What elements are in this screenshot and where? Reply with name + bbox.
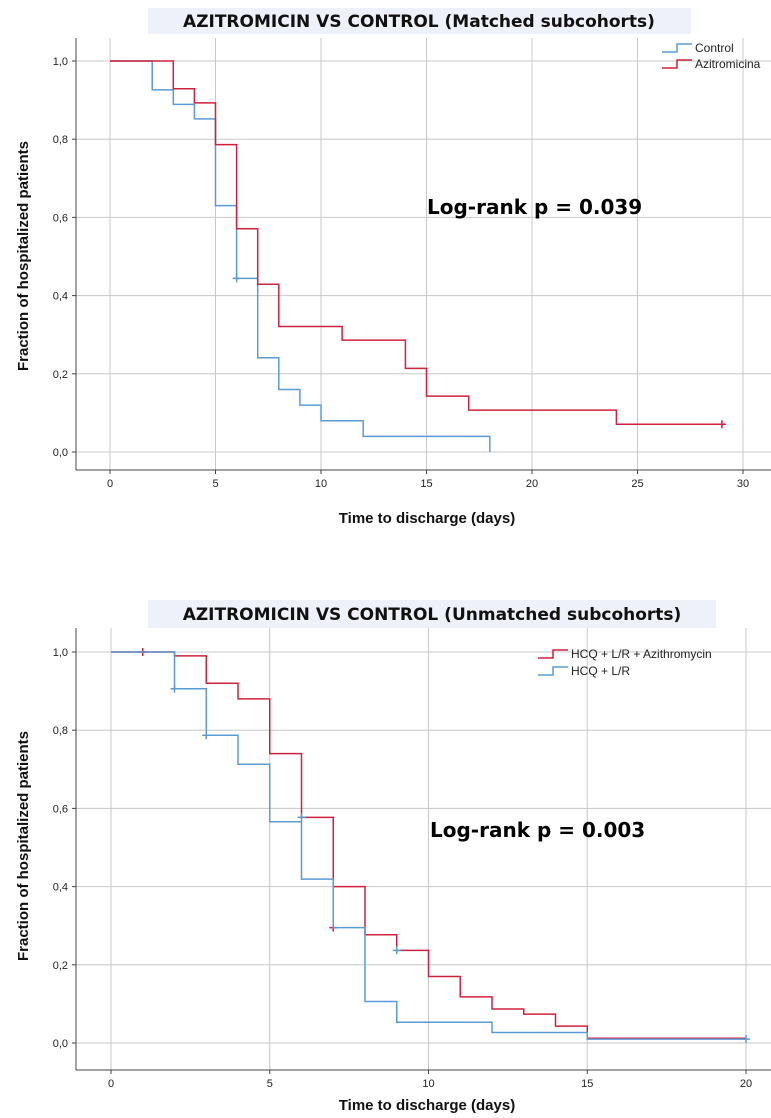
log-rank-annotation: Log-rank p = 0.039 bbox=[427, 195, 642, 219]
tick-labels: 0 5 10 15 20 0,0 0,2 0,4 0,6 0,8 1,0 bbox=[53, 647, 752, 1090]
x-tick-label: 0 bbox=[108, 1078, 114, 1090]
y-tick-label: 0,4 bbox=[53, 882, 68, 894]
chart-panel-matched: AZITROMICIN VS CONTROL (Matched subcohor… bbox=[15, 8, 771, 527]
legend-swatch-azitromicina bbox=[662, 59, 692, 69]
series-line-hcq-l-r-azithromycin bbox=[111, 651, 746, 1040]
chart-title: AZITROMICIN VS CONTROL (Unmatched subcoh… bbox=[183, 605, 682, 625]
legend-label-azithromycin: HCQ + L/R + Azithromycin bbox=[571, 647, 712, 661]
censor-mark-azitromicina bbox=[717, 420, 726, 429]
legend-label-control: Control bbox=[695, 41, 734, 55]
series-line-azitromicina bbox=[110, 60, 722, 425]
censor-mark-hcq-l-r bbox=[392, 946, 401, 955]
legend-swatch-control bbox=[662, 43, 692, 53]
chart-title-background bbox=[148, 8, 691, 34]
x-tick-label: 10 bbox=[315, 478, 327, 490]
series-line-hcq-l-r bbox=[111, 651, 746, 1040]
chart-title-background bbox=[148, 600, 716, 628]
x-tick-label: 0 bbox=[107, 478, 113, 490]
censor-mark-hcq-l-r bbox=[742, 1035, 750, 1044]
censor-mark-control bbox=[232, 274, 241, 283]
x-tick-label: 15 bbox=[420, 478, 432, 490]
chart-title: AZITROMICIN VS CONTROL (Matched subcohor… bbox=[183, 12, 655, 32]
legend: Control Azitromicina bbox=[662, 41, 761, 71]
y-axis-label: Fraction of hospitalized patients bbox=[15, 141, 32, 371]
censor-mark-hcq-l-r bbox=[202, 731, 211, 740]
x-tick-label: 30 bbox=[737, 478, 749, 490]
x-tick-label: 20 bbox=[526, 478, 538, 490]
y-tick-label: 1,0 bbox=[53, 56, 68, 68]
y-tick-label: 0,2 bbox=[53, 960, 68, 972]
y-tick-label: 0,4 bbox=[53, 291, 68, 303]
y-tick-label: 0,8 bbox=[53, 134, 68, 146]
legend-swatch-hcq-lr bbox=[538, 666, 568, 676]
y-tick-label: 1,0 bbox=[53, 647, 68, 659]
legend-label-azitromicina: Azitromicina bbox=[695, 57, 761, 71]
x-axis-label: Time to discharge (days) bbox=[339, 1097, 515, 1114]
x-tick-label: 5 bbox=[267, 1078, 273, 1090]
chart-panel-unmatched: AZITROMICIN VS CONTROL (Unmatched subcoh… bbox=[15, 600, 771, 1114]
y-tick-label: 0,2 bbox=[53, 369, 68, 381]
x-tick-label: 15 bbox=[581, 1078, 593, 1090]
x-axis-label: Time to discharge (days) bbox=[339, 510, 515, 527]
censor-mark-hcq-l-r bbox=[170, 684, 179, 693]
legend: HCQ + L/R + Azithromycin HCQ + L/R bbox=[538, 647, 712, 678]
plot-grid bbox=[76, 628, 771, 1070]
tick-labels: 0 5 10 15 20 25 30 0,0 0,2 0,4 0,6 0,8 1,0 bbox=[53, 56, 749, 490]
series-line-control bbox=[110, 60, 491, 452]
y-tick-label: 0,0 bbox=[53, 447, 68, 459]
log-rank-annotation: Log-rank p = 0.003 bbox=[430, 818, 645, 842]
legend-swatch-azithromycin bbox=[538, 649, 568, 659]
plot-grid bbox=[76, 38, 771, 470]
x-tick-label: 5 bbox=[212, 478, 218, 490]
y-axis-label: Fraction of hospitalized patients bbox=[15, 731, 32, 961]
x-tick-label: 10 bbox=[422, 1078, 434, 1090]
series-group bbox=[111, 648, 750, 1044]
y-tick-label: 0,8 bbox=[53, 725, 68, 737]
y-tick-label: 0,6 bbox=[53, 212, 68, 224]
y-tick-label: 0,6 bbox=[53, 803, 68, 815]
censor-mark-hcq-l-r bbox=[297, 813, 306, 822]
legend-label-hcq-lr: HCQ + L/R bbox=[571, 664, 630, 678]
x-tick-label: 25 bbox=[631, 478, 643, 490]
series-group bbox=[110, 60, 726, 452]
x-tick-label: 20 bbox=[740, 1078, 752, 1090]
y-tick-label: 0,0 bbox=[53, 1038, 68, 1050]
